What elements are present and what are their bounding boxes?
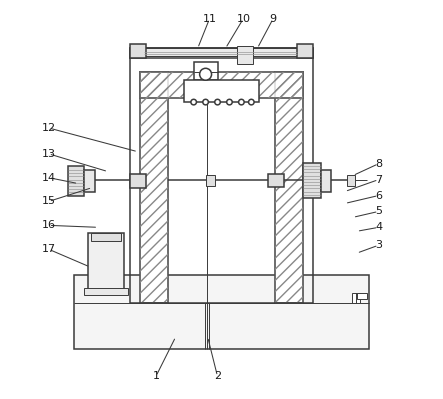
Bar <box>303 163 321 198</box>
Bar <box>130 44 146 58</box>
Text: 17: 17 <box>42 244 56 254</box>
Bar <box>130 174 146 188</box>
Text: 7: 7 <box>375 175 382 185</box>
Bar <box>140 72 168 303</box>
Bar <box>140 72 303 98</box>
Bar <box>88 233 124 291</box>
Bar <box>84 170 95 192</box>
Bar <box>347 175 355 186</box>
Text: 9: 9 <box>270 14 277 24</box>
Bar <box>144 47 299 55</box>
Text: 3: 3 <box>375 240 382 250</box>
Bar <box>357 293 367 299</box>
Circle shape <box>249 99 254 105</box>
Text: 1: 1 <box>152 371 159 381</box>
Text: 2: 2 <box>214 371 221 381</box>
Bar <box>74 275 369 349</box>
Text: 6: 6 <box>375 191 382 201</box>
Bar <box>237 46 253 64</box>
Bar <box>275 72 303 303</box>
Circle shape <box>239 99 244 105</box>
Bar <box>194 62 218 80</box>
Text: 16: 16 <box>42 220 55 230</box>
Circle shape <box>191 99 196 105</box>
Text: 15: 15 <box>42 196 55 207</box>
Bar <box>297 44 313 58</box>
Circle shape <box>227 99 232 105</box>
Bar <box>140 72 303 98</box>
Bar <box>206 175 215 186</box>
Bar <box>130 48 313 58</box>
Text: 14: 14 <box>42 173 56 183</box>
Circle shape <box>203 99 208 105</box>
Text: 10: 10 <box>237 14 250 24</box>
Text: 4: 4 <box>375 222 382 232</box>
Bar <box>140 72 168 303</box>
Text: 8: 8 <box>375 159 382 169</box>
Text: 5: 5 <box>375 206 382 216</box>
Bar <box>352 293 360 303</box>
Circle shape <box>215 99 220 105</box>
Circle shape <box>200 68 212 80</box>
Bar <box>92 233 121 241</box>
Bar <box>68 166 84 196</box>
Bar <box>321 170 331 192</box>
Bar <box>275 72 303 303</box>
Bar <box>268 174 284 187</box>
Bar <box>168 98 275 303</box>
Bar <box>184 80 259 102</box>
Text: 11: 11 <box>202 14 217 24</box>
Bar <box>130 48 313 303</box>
Bar <box>84 288 128 295</box>
Text: 12: 12 <box>42 123 56 133</box>
Text: 13: 13 <box>42 149 55 159</box>
